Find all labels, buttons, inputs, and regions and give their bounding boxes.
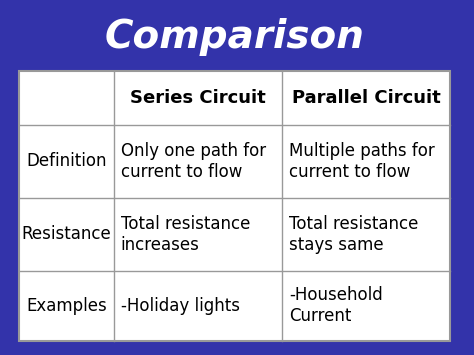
- Text: Series Circuit: Series Circuit: [130, 89, 266, 107]
- Text: Examples: Examples: [26, 297, 107, 315]
- Text: Definition: Definition: [26, 152, 107, 170]
- Text: Only one path for
current to flow: Only one path for current to flow: [121, 142, 266, 181]
- Text: Multiple paths for
current to flow: Multiple paths for current to flow: [289, 142, 435, 181]
- Text: Total resistance
stays same: Total resistance stays same: [289, 215, 419, 253]
- FancyBboxPatch shape: [19, 71, 450, 341]
- Text: Total resistance
increases: Total resistance increases: [121, 215, 250, 253]
- Text: -Household
Current: -Household Current: [289, 286, 383, 325]
- Text: -Holiday lights: -Holiday lights: [121, 297, 240, 315]
- Text: Resistance: Resistance: [21, 225, 111, 243]
- Text: Comparison: Comparison: [105, 18, 365, 56]
- Text: Parallel Circuit: Parallel Circuit: [292, 89, 441, 107]
